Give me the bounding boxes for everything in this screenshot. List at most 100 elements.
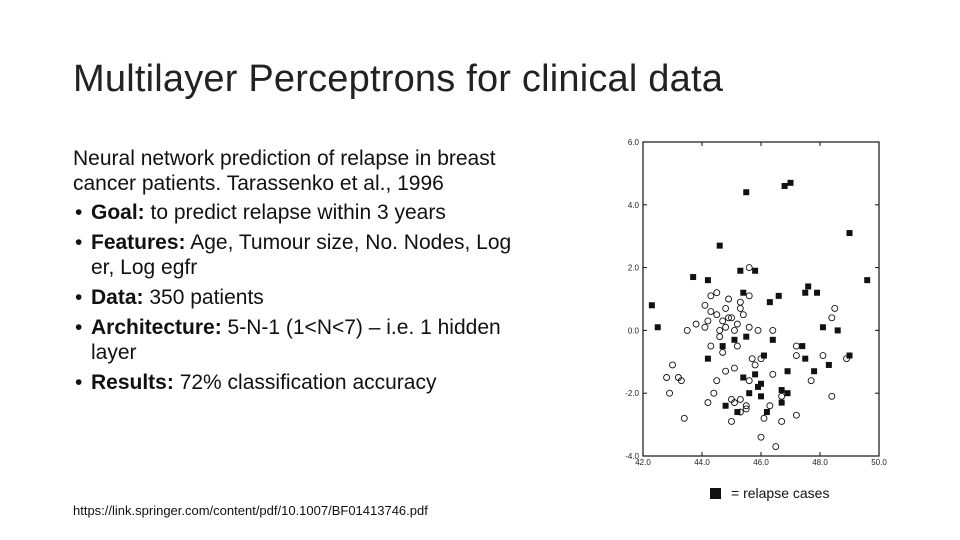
- relapse-point: [799, 343, 806, 350]
- non-relapse-point: [710, 389, 718, 397]
- non-relapse-point: [736, 408, 744, 416]
- non-relapse-point: [736, 396, 744, 403]
- non-relapse-point: [677, 377, 685, 385]
- x-tick-label: 46.0: [753, 458, 769, 467]
- non-relapse-point: [831, 304, 839, 312]
- slide-body: Neural network prediction of relapse in …: [73, 146, 533, 400]
- non-relapse-point: [751, 361, 759, 369]
- non-relapse-point: [748, 355, 756, 363]
- relapse-point: [778, 399, 785, 406]
- relapse-point: [648, 302, 655, 309]
- relapse-point: [802, 355, 809, 362]
- non-relapse-point: [704, 317, 712, 325]
- relapse-point: [814, 289, 821, 296]
- non-relapse-point: [745, 323, 753, 331]
- non-relapse-point: [778, 392, 786, 400]
- non-relapse-point: [772, 443, 780, 451]
- non-relapse-point: [754, 326, 762, 334]
- non-relapse-point: [757, 433, 765, 441]
- non-relapse-point: [716, 333, 724, 341]
- non-relapse-point: [745, 292, 753, 300]
- relapse-point: [752, 371, 759, 378]
- y-tick-label: -2.0: [625, 389, 639, 398]
- non-relapse-point: [725, 314, 732, 322]
- y-tick-label: 0.0: [628, 326, 640, 335]
- non-relapse-point: [745, 264, 753, 272]
- relapse-point: [731, 336, 738, 343]
- relapse-point: [704, 355, 711, 362]
- non-relapse-point: [745, 377, 753, 385]
- non-relapse-point: [713, 377, 721, 385]
- non-relapse-point: [843, 355, 850, 363]
- non-relapse-point: [792, 352, 800, 359]
- relapse-point: [716, 242, 723, 249]
- relapse-point: [752, 267, 759, 274]
- relapse-point: [846, 230, 853, 237]
- bullet-text: 350 patients: [143, 286, 264, 309]
- x-tick-label: 44.0: [694, 458, 710, 467]
- non-relapse-point: [722, 367, 730, 375]
- non-relapse-point: [731, 399, 738, 407]
- non-relapse-point: [819, 352, 827, 359]
- relapse-point: [758, 380, 764, 387]
- slide-title: Multilayer Perceptrons for clinical data: [73, 58, 724, 100]
- non-relapse-point: [760, 414, 768, 422]
- non-relapse-point: [742, 402, 750, 410]
- non-relapse-point: [828, 392, 836, 400]
- relapse-point: [802, 289, 809, 296]
- non-relapse-point: [719, 317, 727, 325]
- relapse-point: [846, 352, 853, 359]
- relapse-point: [719, 343, 726, 350]
- bullet-text: to predict relapse within 3 years: [144, 201, 446, 224]
- bullet-dot: •: [75, 286, 83, 309]
- non-relapse-point: [742, 405, 750, 413]
- legend: = relapse cases: [710, 485, 829, 501]
- non-relapse-point: [692, 320, 700, 328]
- relapse-point: [775, 292, 782, 299]
- non-relapse-point: [722, 304, 730, 312]
- non-relapse-point: [722, 323, 730, 331]
- non-relapse-point: [766, 402, 774, 410]
- non-relapse-point: [725, 295, 732, 303]
- bullet-label: Results:: [91, 371, 174, 394]
- relapse-point: [787, 179, 794, 186]
- bullet-label: Features:: [91, 231, 186, 254]
- relapse-point: [784, 390, 791, 397]
- relapse-point: [743, 333, 750, 340]
- bullet-data: • Data: 350 patients: [73, 285, 533, 310]
- bullet-features: • Features: Age, Tumour size, No. Nodes, …: [73, 230, 533, 280]
- relapse-point: [690, 274, 697, 281]
- non-relapse-point: [707, 342, 715, 350]
- non-relapse-point: [733, 320, 741, 328]
- bullet-text: 72% classification accuracy: [173, 371, 437, 394]
- non-relapse-point: [807, 377, 815, 385]
- y-tick-label: -4.0: [625, 452, 639, 461]
- non-relapse-point: [707, 292, 715, 300]
- non-relapse-point: [769, 326, 777, 334]
- x-tick-label: 48.0: [812, 458, 828, 467]
- bullet-dot: •: [75, 231, 83, 254]
- non-relapse-point: [757, 355, 765, 363]
- non-relapse-point: [713, 289, 721, 297]
- relapse-point: [740, 374, 747, 381]
- non-relapse-point: [778, 418, 786, 425]
- non-relapse-point: [707, 308, 715, 316]
- x-tick-label: 42.0: [635, 458, 651, 467]
- relapse-point: [743, 189, 750, 196]
- non-relapse-point: [731, 364, 738, 372]
- bullet-dot: •: [75, 316, 83, 339]
- x-tick-label: 50.0: [871, 458, 887, 467]
- reference-link[interactable]: https://link.springer.com/content/pdf/10…: [73, 503, 428, 518]
- non-relapse-point: [716, 326, 724, 334]
- non-relapse-point: [733, 342, 741, 350]
- non-relapse-point: [666, 389, 673, 397]
- relapse-point: [778, 387, 785, 394]
- bullet-dot: •: [75, 201, 83, 224]
- non-relapse-point: [701, 323, 709, 331]
- relapse-point: [766, 299, 773, 306]
- relapse-point: [819, 324, 826, 331]
- relapse-point: [763, 409, 770, 416]
- relapse-point: [864, 277, 871, 284]
- non-relapse-point: [669, 361, 676, 369]
